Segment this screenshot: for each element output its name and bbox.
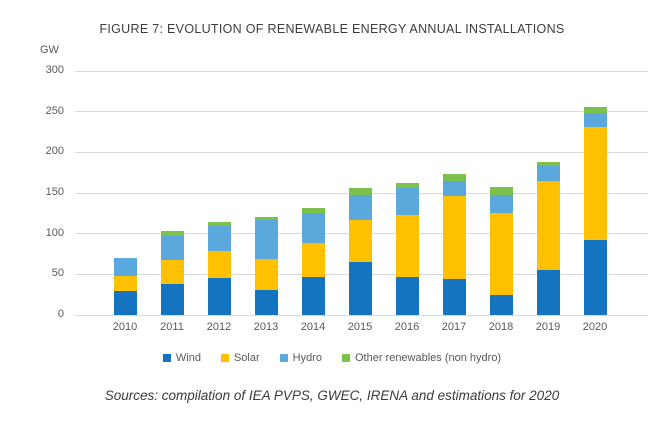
legend-swatch-icon	[341, 354, 350, 362]
bar-2020	[583, 106, 607, 315]
bar-segment-other-2014	[301, 208, 325, 213]
legend-label: Wind	[175, 352, 201, 364]
x-tick-label-2010: 2010	[112, 321, 138, 333]
bar-segment-wind-2018	[489, 294, 513, 315]
bar-segment-wind-2011	[160, 284, 184, 315]
legend-item-hydro: Hydro	[279, 352, 322, 364]
bar-2012	[207, 222, 231, 315]
gridline-0	[75, 314, 648, 316]
figure-title: FIGURE 7: EVOLUTION OF RENEWABLE ENERGY …	[99, 22, 565, 36]
bar-2014	[301, 208, 325, 315]
bar-2011	[160, 231, 184, 315]
x-tick-label-2016: 2016	[394, 321, 420, 333]
bar-segment-solar-2019	[536, 180, 560, 271]
bar-segment-solar-2020	[583, 127, 607, 241]
bar-segment-other-2017	[442, 174, 466, 181]
bar-segment-other-2020	[583, 106, 607, 113]
bar-segment-solar-2012	[207, 250, 231, 278]
legend-item-solar: Solar	[220, 352, 260, 364]
bar-segment-hydro-2014	[301, 212, 325, 244]
bar-segment-wind-2010	[113, 290, 137, 315]
bar-segment-hydro-2013	[254, 219, 278, 259]
bar-segment-hydro-2018	[489, 194, 513, 214]
bar-segment-hydro-2012	[207, 226, 231, 251]
bar-segment-hydro-2016	[395, 188, 419, 215]
bar-segment-wind-2017	[442, 279, 466, 315]
gridline-250	[75, 111, 648, 113]
bar-segment-wind-2013	[254, 289, 278, 315]
bar-segment-other-2015	[348, 188, 372, 195]
y-axis-unit-label: GW	[40, 44, 59, 56]
bar-segment-solar-2014	[301, 243, 325, 277]
x-tick-label-2014: 2014	[300, 321, 326, 333]
bar-2017	[442, 174, 466, 315]
bar-segment-wind-2019	[536, 270, 560, 315]
bar-segment-solar-2015	[348, 219, 372, 263]
x-tick-label-2012: 2012	[206, 321, 232, 333]
y-tick-label: 100	[45, 226, 64, 239]
bar-segment-other-2018	[489, 186, 513, 195]
legend-item-wind: Wind	[162, 352, 201, 364]
x-tick-label-2013: 2013	[253, 321, 279, 333]
x-tick-label-2015: 2015	[347, 321, 373, 333]
bar-segment-wind-2015	[348, 262, 372, 315]
bar-segment-wind-2020	[583, 240, 607, 315]
bar-segment-solar-2016	[395, 214, 419, 277]
gridline-300	[75, 70, 648, 72]
x-tick-label-2019: 2019	[535, 321, 561, 333]
y-tick-label: 250	[45, 104, 64, 117]
bar-segment-other-2012	[207, 222, 231, 227]
x-tick-label-2018: 2018	[488, 321, 514, 333]
y-tick-label: 0	[57, 308, 64, 320]
x-tick-label-2011: 2011	[160, 321, 184, 333]
bar-segment-hydro-2010	[113, 258, 137, 276]
bar-2018	[489, 186, 513, 315]
x-tick-label-2017: 2017	[441, 321, 467, 333]
y-tick-label: 300	[45, 64, 64, 76]
legend-swatch-icon	[220, 354, 229, 362]
bar-segment-solar-2010	[113, 275, 137, 291]
bar-segment-solar-2018	[489, 213, 513, 295]
legend-item-other: Other renewables (non hydro)	[341, 352, 502, 364]
legend-swatch-icon	[279, 354, 288, 362]
bar-segment-wind-2012	[207, 277, 231, 315]
bar-segment-solar-2011	[160, 259, 184, 285]
gridline-200	[75, 151, 648, 153]
y-tick-label: 200	[45, 145, 64, 158]
bar-2015	[348, 188, 372, 315]
bar-segment-hydro-2011	[160, 236, 184, 260]
y-tick-label: 50	[51, 267, 64, 280]
bar-2013	[254, 216, 278, 315]
bar-segment-other-2016	[395, 183, 419, 189]
legend-label: Other renewables (non hydro)	[354, 352, 502, 364]
plot-area	[75, 70, 648, 316]
source-note: Sources: compilation of IEA PVPS, GWEC, …	[104, 388, 560, 403]
legend-swatch-icon	[162, 354, 171, 362]
legend-label: Solar	[233, 352, 260, 364]
bar-segment-hydro-2020	[583, 112, 607, 128]
bar-segment-hydro-2019	[536, 166, 560, 181]
bar-segment-hydro-2017	[442, 180, 466, 197]
bar-segment-other-2013	[254, 216, 278, 220]
bar-segment-hydro-2015	[348, 194, 372, 220]
bar-segment-wind-2014	[301, 276, 325, 315]
legend-label: Hydro	[292, 352, 322, 364]
bar-segment-other-2011	[160, 231, 184, 237]
bar-2019	[536, 162, 560, 315]
bar-segment-other-2019	[536, 162, 560, 167]
bar-2016	[395, 183, 419, 315]
bar-2010	[113, 258, 137, 315]
chart-legend: Wind Solar Hydro Other renewables (non hydr…	[0, 352, 664, 364]
bar-segment-wind-2016	[395, 276, 419, 315]
bar-segment-solar-2017	[442, 196, 466, 280]
y-tick-label: 150	[45, 186, 64, 198]
x-tick-label-2020: 2020	[582, 321, 608, 333]
bar-segment-solar-2013	[254, 258, 278, 290]
